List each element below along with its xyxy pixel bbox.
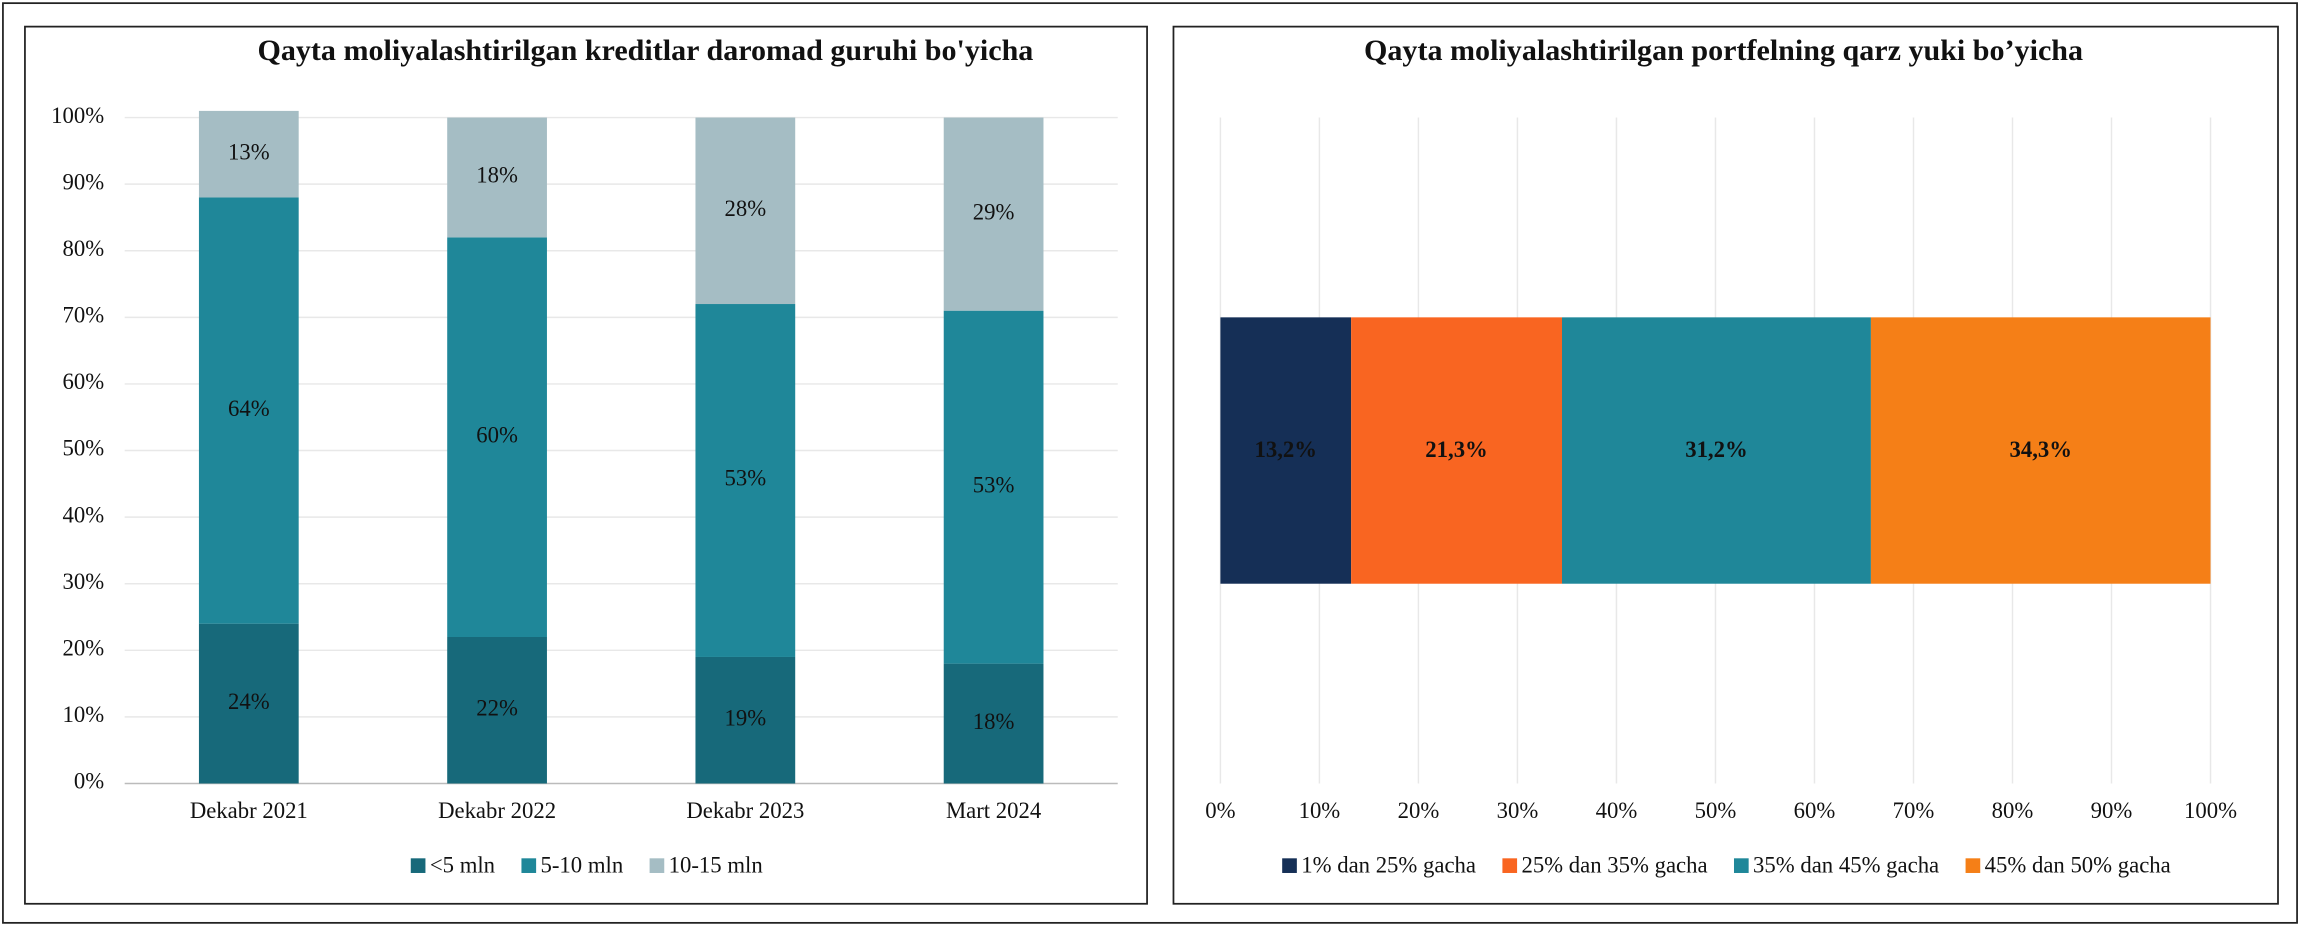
bar-segment bbox=[695, 304, 796, 657]
y-tick-label: 30% bbox=[62, 569, 104, 594]
x-tick-label: 0% bbox=[1205, 798, 1235, 823]
bar-segment bbox=[695, 117, 796, 305]
legend-label: 45% dan 50% gacha bbox=[1985, 852, 2171, 877]
data-label: 28% bbox=[725, 196, 767, 221]
legend: <5 mln 5-10 mln 10-15 mln bbox=[410, 852, 764, 877]
legend: 1% dan 25% gacha 25% dan 35% gacha 35% dan… bbox=[1282, 852, 2171, 877]
data-label: 60% bbox=[476, 422, 518, 447]
data-label: 24% bbox=[228, 689, 270, 714]
x-tick-label: 20% bbox=[1398, 798, 1440, 823]
y-tick-label: 50% bbox=[62, 436, 104, 461]
bar-segment bbox=[695, 656, 796, 784]
bar-segment bbox=[943, 663, 1044, 784]
bar-segment bbox=[447, 117, 547, 238]
bar-segment bbox=[1220, 317, 1352, 584]
legend-label: 25% dan 35% gacha bbox=[1521, 852, 1707, 877]
legend-label: 10-15 mln bbox=[669, 852, 764, 877]
x-tick-label: 100% bbox=[2184, 798, 2237, 823]
x-tick-label: 70% bbox=[1893, 798, 1935, 823]
bar-segment bbox=[447, 237, 547, 637]
bar-segment bbox=[198, 197, 299, 624]
y-tick-label: 40% bbox=[62, 502, 104, 527]
y-tick-label: 100% bbox=[51, 103, 104, 128]
bar-segment bbox=[1870, 317, 2211, 584]
legend-label: 5-10 mln bbox=[541, 852, 624, 877]
data-label: 13% bbox=[228, 139, 270, 164]
data-label: 18% bbox=[476, 163, 518, 188]
data-label: 29% bbox=[973, 199, 1015, 224]
x-tick-label: 40% bbox=[1596, 798, 1638, 823]
x-tick-label: 90% bbox=[2091, 798, 2133, 823]
y-tick-label: 90% bbox=[62, 169, 104, 194]
data-label: 21,3% bbox=[1425, 437, 1487, 462]
data-label: 53% bbox=[725, 466, 767, 491]
chart-title: Qayta moliyalashtirilgan kreditlar darom… bbox=[257, 33, 1033, 67]
legend-swatch bbox=[521, 858, 537, 873]
y-tick-label: 20% bbox=[62, 636, 104, 661]
x-tick-label: Mart 2024 bbox=[946, 798, 1041, 823]
data-label: 19% bbox=[725, 705, 767, 730]
y-tick-label: 60% bbox=[62, 369, 104, 394]
x-tick-label: 50% bbox=[1695, 798, 1737, 823]
legend-swatch bbox=[410, 858, 426, 873]
x-tick-label: 80% bbox=[1992, 798, 2034, 823]
bar-segment bbox=[1561, 317, 1871, 584]
x-tick-label: Dekabr 2023 bbox=[686, 798, 804, 823]
legend-swatch bbox=[1502, 858, 1518, 873]
x-tick-label: Dekabr 2022 bbox=[438, 798, 556, 823]
x-tick-label: 30% bbox=[1497, 798, 1539, 823]
bar-segment bbox=[447, 636, 547, 784]
y-tick-label: 0% bbox=[74, 769, 104, 794]
bar-segment bbox=[943, 117, 1044, 311]
y-tick-label: 10% bbox=[62, 702, 104, 727]
data-label: 22% bbox=[476, 695, 518, 720]
data-label: 31,2% bbox=[1685, 437, 1747, 462]
y-tick-label: 70% bbox=[62, 303, 104, 328]
bar-segment bbox=[198, 110, 299, 198]
legend-label: <5 mln bbox=[430, 852, 496, 877]
data-label: 53% bbox=[973, 472, 1015, 497]
data-label: 64% bbox=[228, 396, 270, 421]
chart-title: Qayta moliyalashtirilgan portfelning qar… bbox=[1364, 33, 2083, 67]
legend-label: 1% dan 25% gacha bbox=[1301, 852, 1476, 877]
bar-segment bbox=[1351, 317, 1562, 584]
legend-label: 35% dan 45% gacha bbox=[1753, 852, 1939, 877]
data-label: 34,3% bbox=[2009, 437, 2071, 462]
legend-swatch bbox=[1965, 858, 1981, 873]
x-tick-label: 10% bbox=[1299, 798, 1341, 823]
bar-segment bbox=[943, 310, 1044, 664]
x-tick-label: Dekabr 2021 bbox=[190, 798, 308, 823]
legend-swatch bbox=[649, 858, 665, 873]
x-tick-label: 60% bbox=[1794, 798, 1836, 823]
y-tick-label: 80% bbox=[62, 236, 104, 261]
data-label: 13,2% bbox=[1255, 437, 1317, 462]
legend-swatch bbox=[1282, 858, 1297, 873]
data-label: 18% bbox=[973, 709, 1015, 734]
legend-swatch bbox=[1733, 858, 1749, 873]
bar-segment bbox=[198, 623, 299, 784]
